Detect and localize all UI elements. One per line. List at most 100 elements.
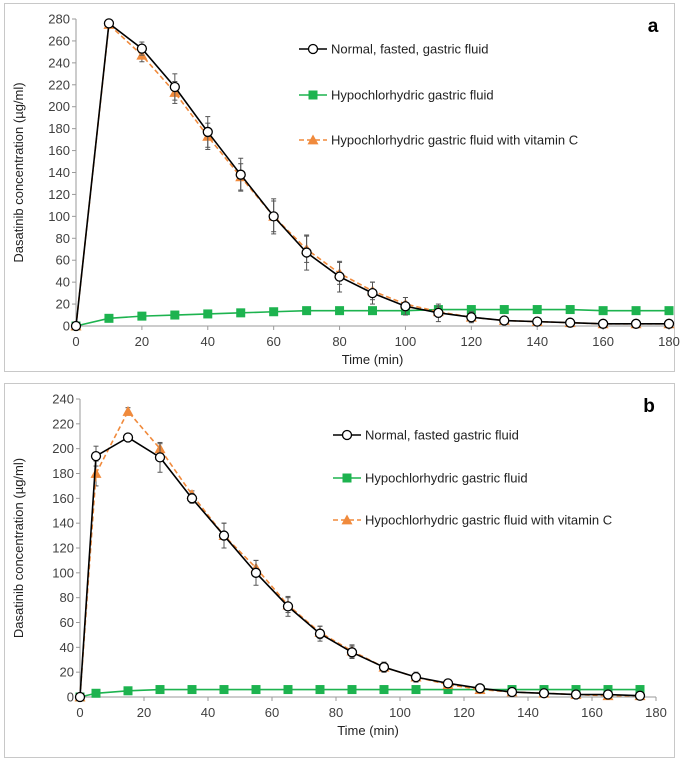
data-point — [499, 315, 510, 326]
data-point — [597, 318, 609, 329]
legend: Normal, fasted gastric fluid Hypochlorhyd… — [333, 428, 612, 528]
data-point — [236, 308, 246, 318]
data-point — [538, 688, 550, 699]
data-point — [410, 671, 422, 683]
data-point — [664, 306, 674, 316]
data-point — [122, 405, 134, 416]
x-tick-label: 20 — [137, 705, 151, 720]
x-tick-label: 80 — [332, 334, 346, 349]
data-point — [368, 306, 377, 316]
data-point — [379, 685, 389, 695]
x-tick-label: 0 — [72, 334, 79, 349]
x-tick-label: 40 — [201, 334, 215, 349]
x-tick-label: 180 — [658, 334, 680, 349]
y-tick-label: 220 — [52, 416, 74, 431]
x-tick-label: 180 — [645, 705, 667, 720]
y-tick-label: 200 — [48, 99, 70, 114]
data-point — [70, 320, 82, 332]
data-point — [154, 452, 166, 463]
chart-a: 0 20 40 60 80 100 120 140 160 180 200 220 240 260 280 0… — [11, 12, 680, 368]
data-point — [499, 305, 509, 315]
data-point — [314, 628, 326, 639]
data-point — [170, 310, 180, 320]
data-point — [378, 662, 390, 673]
y-tick-label: 40 — [60, 640, 74, 655]
y-tick-label: 240 — [48, 55, 70, 70]
legend-marker — [342, 473, 352, 483]
data-point — [400, 301, 411, 312]
x-tick-label: 140 — [526, 334, 548, 349]
y-tick-label: 120 — [52, 541, 74, 556]
data-point — [346, 647, 358, 658]
data-point — [532, 305, 542, 315]
legend-entry: Hypochlorhydric gastric fluid with vitam… — [331, 133, 578, 148]
data-point — [301, 247, 312, 258]
x-tick-label: 40 — [201, 705, 215, 720]
data-point — [103, 18, 115, 29]
data-point — [474, 683, 486, 694]
data-point — [251, 685, 261, 695]
x-tick-label: 60 — [265, 705, 279, 720]
data-point — [269, 307, 279, 317]
y-tick-label: 20 — [56, 297, 70, 312]
data-point — [187, 685, 197, 695]
data-point — [90, 450, 102, 462]
data-point — [315, 685, 325, 695]
y-tick-label: 20 — [60, 665, 74, 680]
legend-entry: Hypochlorhydric gastric fluid — [365, 471, 528, 486]
x-tick-label: 160 — [581, 705, 603, 720]
data-point — [334, 271, 345, 282]
legend-marker — [307, 43, 319, 55]
y-tick-label: 160 — [48, 143, 70, 158]
x-tick-label: 20 — [135, 334, 149, 349]
data-point — [443, 685, 453, 695]
data-point — [565, 317, 576, 328]
data-point — [433, 307, 444, 318]
y-tick-label: 160 — [52, 491, 74, 506]
data-point — [335, 306, 345, 316]
series-line — [79, 436, 641, 698]
data-point — [602, 689, 614, 700]
data-point — [442, 678, 454, 689]
data-point — [506, 686, 518, 698]
x-tick-label: 120 — [460, 334, 482, 349]
x-tick-label: 0 — [76, 705, 83, 720]
data-point — [630, 318, 642, 329]
legend-marker — [308, 90, 318, 100]
data-point — [663, 318, 675, 329]
data-point — [466, 305, 476, 315]
y-tick-label: 120 — [48, 187, 70, 202]
data-point — [122, 432, 134, 443]
series-line — [75, 22, 669, 327]
data-point — [565, 305, 575, 315]
legend-entry: Hypochlorhydric gastric fluid — [331, 88, 494, 103]
data-point — [250, 567, 262, 578]
legend: Normal, fasted, gastric fluid Hypochlorhy… — [299, 42, 578, 148]
chart-b: 0 20 40 60 80 100 120 140 160 180 200 220 240 0 20 40 60… — [11, 392, 667, 739]
panel-label: b — [643, 396, 655, 417]
y-tick-label: 60 — [56, 253, 70, 268]
data-point — [302, 306, 312, 316]
data-point — [631, 306, 641, 316]
y-tick-label: 140 — [52, 516, 74, 531]
series-line — [75, 21, 669, 327]
data-point — [186, 493, 198, 504]
y-axis-label: Dasatinib concentration (µg/ml) — [11, 82, 26, 262]
x-tick-label: 100 — [389, 705, 411, 720]
data-point — [347, 685, 357, 695]
y-tick-label: 260 — [48, 33, 70, 48]
y-tick-label: 220 — [48, 77, 70, 92]
x-tick-label: 160 — [592, 334, 614, 349]
legend-entry: Hypochlorhydric gastric fluid with vitam… — [365, 513, 612, 528]
data-point — [91, 688, 101, 698]
data-point — [532, 316, 543, 327]
data-point — [202, 126, 213, 138]
y-tick-label: 180 — [48, 121, 70, 136]
y-tick-label: 80 — [60, 590, 74, 605]
y-tick-label: 40 — [56, 275, 70, 290]
y-tick-label: 80 — [56, 231, 70, 246]
data-point — [136, 43, 148, 54]
series-0 — [70, 18, 675, 332]
y-tick-label: 200 — [52, 441, 74, 456]
y-tick-label: 100 — [48, 209, 70, 224]
